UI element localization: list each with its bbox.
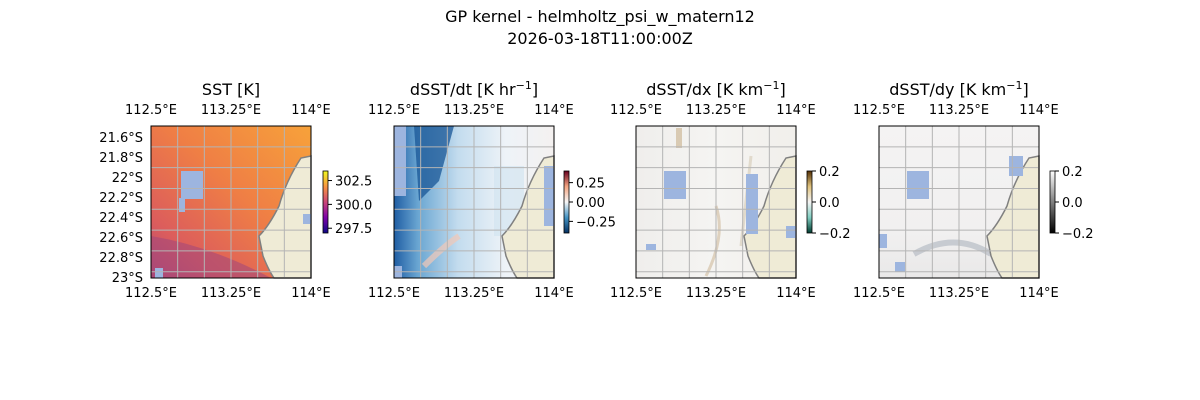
axes-frame	[635, 125, 797, 279]
colorbar-tick-label: −0.2	[819, 227, 851, 242]
missing-data-pixel	[879, 234, 887, 248]
colorbar-tick-label: 300.0	[335, 198, 372, 213]
y-tick-label: 22.4°S	[99, 211, 143, 226]
colorbar-tick-label: 302.5	[335, 175, 372, 190]
x-tick-label-top: 112.5°E	[368, 103, 420, 118]
missing-data-pixel	[907, 171, 929, 199]
x-tick-label-top: 113.25°E	[686, 103, 746, 118]
suptitle-line-2: 2026-03-18T11:00:00Z	[507, 29, 693, 48]
missing-data-pixel	[394, 126, 406, 196]
colorbar: 302.5 300.0 297.5	[322, 170, 372, 237]
y-tick-label: 23°S	[112, 271, 143, 286]
missing-data-pixel	[664, 171, 686, 199]
colorbar-tick-label: 0.00	[576, 196, 605, 211]
colorbar-tick-label: 0.2	[819, 165, 840, 180]
suptitle-line-1: GP kernel - helmholtz_psi_w_matern12	[445, 7, 755, 26]
colorbar-tick-label: −0.25	[576, 215, 616, 230]
y-tick-label: 22.2°S	[99, 191, 143, 206]
colorbar-gradient	[806, 170, 813, 234]
land-mask	[258, 155, 312, 279]
x-tick-label-bottom: 114°E	[291, 286, 331, 301]
colorbar: 0.2 0.0 −0.2	[806, 165, 851, 242]
x-tick-label-top: 112.5°E	[610, 103, 662, 118]
cold-tendency-patch	[414, 126, 454, 201]
subplot-title: dSST/dx [K km−1]	[646, 79, 785, 99]
x-tick-label-top: 113.25°E	[444, 103, 504, 118]
x-tick-label-top: 113.25°E	[929, 103, 989, 118]
figure-suptitle: GP kernel - helmholtz_psi_w_matern12 202…	[0, 6, 1200, 50]
gradient-streak	[676, 128, 682, 148]
colorbar-gradient	[322, 170, 329, 234]
axes-frame	[393, 125, 555, 279]
colorbar-tick-label: 0.25	[576, 177, 605, 192]
x-tick-label-bottom: 114°E	[776, 286, 816, 301]
x-tick-label-top: 112.5°E	[853, 103, 905, 118]
axes-frame	[878, 125, 1040, 279]
missing-data-pixel	[181, 171, 203, 199]
gridlines	[151, 126, 311, 278]
missing-data-pixel	[179, 198, 185, 212]
colorbar-tick-label: 0.0	[819, 196, 840, 211]
colorbar-tick-label: −0.2	[1062, 227, 1094, 242]
y-tick-label: 21.8°S	[99, 151, 143, 166]
y-tick-label: 22.8°S	[99, 251, 143, 266]
subplot-title: dSST/dy [K km−1]	[889, 79, 1028, 99]
colorbar-gradient	[1049, 170, 1056, 234]
subplot-4: dSST/dy [K km−1] 112.5°E 112.5°E 113.25°E 11…	[853, 79, 1094, 301]
x-tick-label-bottom: 113.25°E	[201, 286, 261, 301]
gridlines	[394, 126, 554, 278]
y-tick-label: 21.6°S	[99, 131, 143, 146]
colorbar-tick-label: 0.0	[1062, 196, 1083, 211]
subplot-title: SST [K]	[202, 80, 260, 99]
y-tick-label: 22°S	[112, 171, 143, 186]
colorbar: 0.2 0.0 −0.2	[1049, 165, 1094, 242]
x-tick-label-bottom: 113.25°E	[929, 286, 989, 301]
colorbar-tick-label: 0.2	[1062, 165, 1083, 180]
warm-streak	[421, 233, 461, 269]
x-tick-label-top: 114°E	[776, 103, 816, 118]
subplot-2: dSST/dt [K hr−1] 112.5°E 112.5°E 113.25°E 11…	[368, 79, 616, 301]
x-tick-label-bottom: 113.25°E	[686, 286, 746, 301]
x-tick-label-top: 114°E	[291, 103, 331, 118]
missing-data-pixel	[786, 226, 796, 238]
x-tick-label-top: 114°E	[534, 103, 574, 118]
x-tick-label-bottom: 114°E	[1019, 286, 1059, 301]
x-tick-label-bottom: 114°E	[534, 286, 574, 301]
x-tick-label-bottom: 112.5°E	[368, 286, 420, 301]
gridlines	[636, 126, 796, 278]
y-tick-label: 22.6°S	[99, 231, 143, 246]
missing-data-pixel	[895, 262, 905, 272]
x-tick-label-bottom: 113.25°E	[444, 286, 504, 301]
axes-frame	[150, 125, 312, 279]
gradient-band	[912, 239, 993, 257]
subplot-title: dSST/dt [K hr−1]	[410, 79, 538, 99]
subplot-1: SST [K] 112.5°E 112.5°E 113.25°E 113.25°E 114…	[99, 80, 372, 301]
colorbar-gradient	[563, 170, 570, 234]
land-mask	[986, 155, 1040, 279]
x-tick-label-top: 114°E	[1019, 103, 1059, 118]
missing-data-pixel	[646, 244, 656, 250]
missing-data-pixel	[544, 166, 554, 226]
colorbar: 0.25 0.00 −0.25	[563, 170, 616, 234]
x-tick-label-top: 113.25°E	[201, 103, 261, 118]
x-tick-label-top: 112.5°E	[125, 103, 177, 118]
x-tick-label-bottom: 112.5°E	[125, 286, 177, 301]
x-tick-label-bottom: 112.5°E	[853, 286, 905, 301]
x-tick-label-bottom: 112.5°E	[610, 286, 662, 301]
cool-region	[151, 236, 271, 278]
missing-data-pixel	[303, 214, 311, 224]
land-mask	[501, 155, 555, 279]
gradient-streak	[704, 205, 721, 277]
missing-data-pixel	[1009, 156, 1023, 176]
subplot-3: dSST/dx [K km−1] 112.5°E 112.5°E 113.25°E 11…	[610, 79, 851, 301]
colorbar-tick-label: 297.5	[335, 222, 372, 237]
missing-data-pixel	[746, 174, 758, 234]
missing-data-pixel	[155, 268, 163, 278]
gridlines	[879, 126, 1039, 278]
